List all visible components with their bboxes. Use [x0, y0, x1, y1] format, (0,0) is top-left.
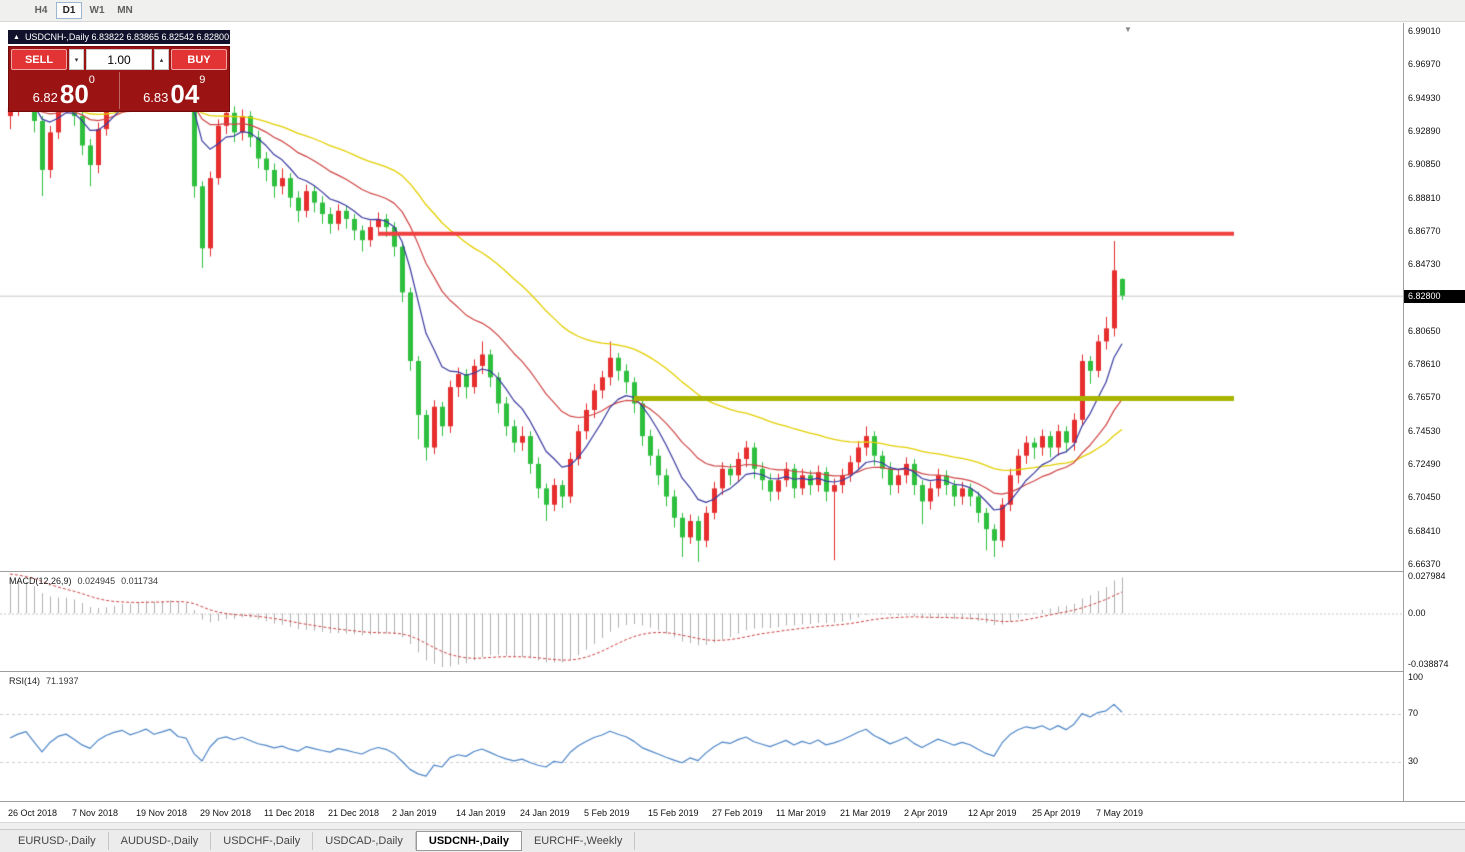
- macd-axis-label: 0.027984: [1408, 570, 1446, 581]
- price-axis-label: 6.99010: [1408, 26, 1441, 36]
- tab-audusd-daily[interactable]: AUDUSD-,Daily: [109, 832, 212, 850]
- rsi-axis-label: 100: [1408, 672, 1424, 682]
- price-axis[interactable]: 6.82800 6.99010 6.96970 6.94930 6.92890 6.90…: [1403, 23, 1465, 801]
- date-axis-label: 29 Nov 2018: [200, 808, 252, 818]
- price-axis-label: 6.88810: [1408, 192, 1441, 203]
- trade-controls-row: SELL ▾ ▴ BUY: [9, 47, 229, 72]
- expand-icon: ▲: [13, 33, 20, 41]
- tab-eurusd-daily[interactable]: EURUSD-,Daily: [6, 832, 109, 850]
- macd-signal-value: 0.011734: [121, 576, 158, 586]
- price-axis-label: 6.94930: [1408, 92, 1441, 103]
- date-axis-label: 15 Feb 2019: [648, 808, 699, 818]
- tab-usdcad-daily[interactable]: USDCAD-,Daily: [313, 832, 416, 850]
- buy-price-pips: 04: [170, 79, 200, 109]
- macd-name: MACD(12,26,9): [9, 576, 72, 586]
- price-axis-label: 6.92890: [1408, 125, 1441, 136]
- tab-usdcnh-daily[interactable]: USDCNH-,Daily: [415, 831, 522, 851]
- date-axis[interactable]: 26 Oct 2018 7 Nov 2018 19 Nov 2018 29 Nov 2…: [0, 801, 1465, 822]
- date-axis-label: 2 Apr 2019: [904, 808, 948, 818]
- rsi-label: RSI(14) 71.1937: [9, 676, 79, 686]
- volume-up-button[interactable]: ▴: [154, 49, 169, 70]
- price-chart-canvas[interactable]: [0, 23, 1403, 571]
- chart-shift-marker-icon: ▼: [1124, 25, 1132, 34]
- date-axis-label: 7 Nov 2018: [72, 808, 119, 818]
- volume-input[interactable]: [86, 49, 152, 70]
- date-axis-label: 24 Jan 2019: [520, 808, 570, 818]
- timeframe-h4-button[interactable]: H4: [28, 2, 54, 19]
- macd-canvas[interactable]: [0, 572, 1403, 671]
- date-axis-label: 2 Jan 2019: [392, 808, 437, 818]
- rsi-canvas[interactable]: [0, 672, 1403, 801]
- price-axis-label: 6.78610: [1408, 359, 1441, 370]
- symbol-tab-bar: EURUSD-,Daily AUDUSD-,Daily USDCHF-,Dail…: [0, 829, 1465, 852]
- date-axis-label: 11 Dec 2018: [264, 808, 315, 818]
- chart-title-text: USDCNH-,Daily 6.83822 6.83865 6.82542 6.…: [24, 32, 230, 42]
- quote-prices-row: 6.82 80 0 6.83 04 9: [9, 72, 229, 109]
- date-axis-label: 27 Feb 2019: [712, 808, 763, 818]
- rsi-value: 71.1937: [46, 676, 79, 686]
- rsi-indicator-pane: RSI(14) 71.1937: [0, 671, 1403, 801]
- date-axis-label: 25 Apr 2019: [1032, 808, 1081, 818]
- date-axis-label: 12 Apr 2019: [968, 808, 1017, 818]
- price-axis-label: 6.86770: [1408, 225, 1441, 236]
- date-axis-label: 26 Oct 2018: [8, 808, 58, 818]
- price-axis-label: 6.90850: [1408, 159, 1441, 170]
- price-axis-label: 6.74530: [1408, 425, 1441, 436]
- tab-eurchf-weekly[interactable]: EURCHF-,Weekly: [522, 832, 636, 850]
- rsi-axis-label: 70: [1408, 708, 1419, 718]
- price-axis-label: 6.96970: [1408, 59, 1441, 70]
- macd-value: 0.024945: [77, 576, 116, 586]
- price-chart-pane: ▼ ▲ USDCNH-,Daily 6.83822 6.83865 6.8254…: [0, 23, 1403, 571]
- price-axis-label: 6.72490: [1408, 459, 1441, 470]
- macd-label: MACD(12,26,9) 0.024945 0.011734: [9, 576, 158, 586]
- horizontal-scrollbar[interactable]: [0, 822, 1465, 829]
- macd-axis-label: -0.038874: [1408, 658, 1449, 669]
- rsi-axis-label: 30: [1408, 756, 1419, 766]
- chart-title-bar[interactable]: ▲ USDCNH-,Daily 6.83822 6.83865 6.82542 …: [8, 30, 230, 44]
- volume-down-button[interactable]: ▾: [69, 49, 84, 70]
- price-axis-label: 6.66370: [1408, 558, 1441, 569]
- buy-price-point: 9: [199, 74, 206, 86]
- price-axis-label: 6.70450: [1408, 492, 1441, 503]
- sell-price-point: 0: [88, 74, 95, 86]
- buy-price[interactable]: 6.83 04 9: [118, 72, 230, 109]
- timeframe-w1-button[interactable]: W1: [84, 2, 110, 19]
- timeframe-toolbar: H4 D1 W1 MN: [0, 0, 1465, 22]
- timeframe-mn-button[interactable]: MN: [112, 2, 138, 19]
- timeframe-d1-button[interactable]: D1: [56, 2, 82, 19]
- date-axis-label: 11 Mar 2019: [776, 808, 826, 818]
- price-axis-label: 6.76570: [1408, 392, 1441, 403]
- tab-usdchf-daily[interactable]: USDCHF-,Daily: [211, 832, 314, 850]
- date-axis-label: 7 May 2019: [1096, 808, 1144, 818]
- date-axis-label: 5 Feb 2019: [584, 808, 630, 818]
- price-axis-label: 6.68410: [1408, 525, 1441, 536]
- price-axis-label: 6.84730: [1408, 259, 1441, 270]
- rsi-name: RSI(14): [9, 676, 41, 686]
- sell-button[interactable]: SELL: [11, 49, 67, 70]
- buy-button[interactable]: BUY: [171, 49, 227, 70]
- macd-indicator-pane: MACD(12,26,9) 0.024945 0.011734: [0, 571, 1403, 671]
- date-axis-label: 14 Jan 2019: [456, 808, 506, 818]
- sell-price-base: 6.82: [32, 90, 58, 105]
- sell-price[interactable]: 6.82 80 0: [9, 72, 119, 109]
- price-axis-label: 6.80650: [1408, 325, 1441, 336]
- date-axis-label: 21 Mar 2019: [840, 808, 891, 818]
- current-price-tag: 6.82800: [1404, 289, 1465, 303]
- date-axis-label: 19 Nov 2018: [136, 808, 188, 818]
- sell-price-pips: 80: [59, 79, 89, 109]
- date-axis-label: 21 Dec 2018: [328, 808, 380, 818]
- macd-axis-label: 0.00: [1408, 607, 1426, 618]
- buy-price-base: 6.83: [143, 90, 169, 105]
